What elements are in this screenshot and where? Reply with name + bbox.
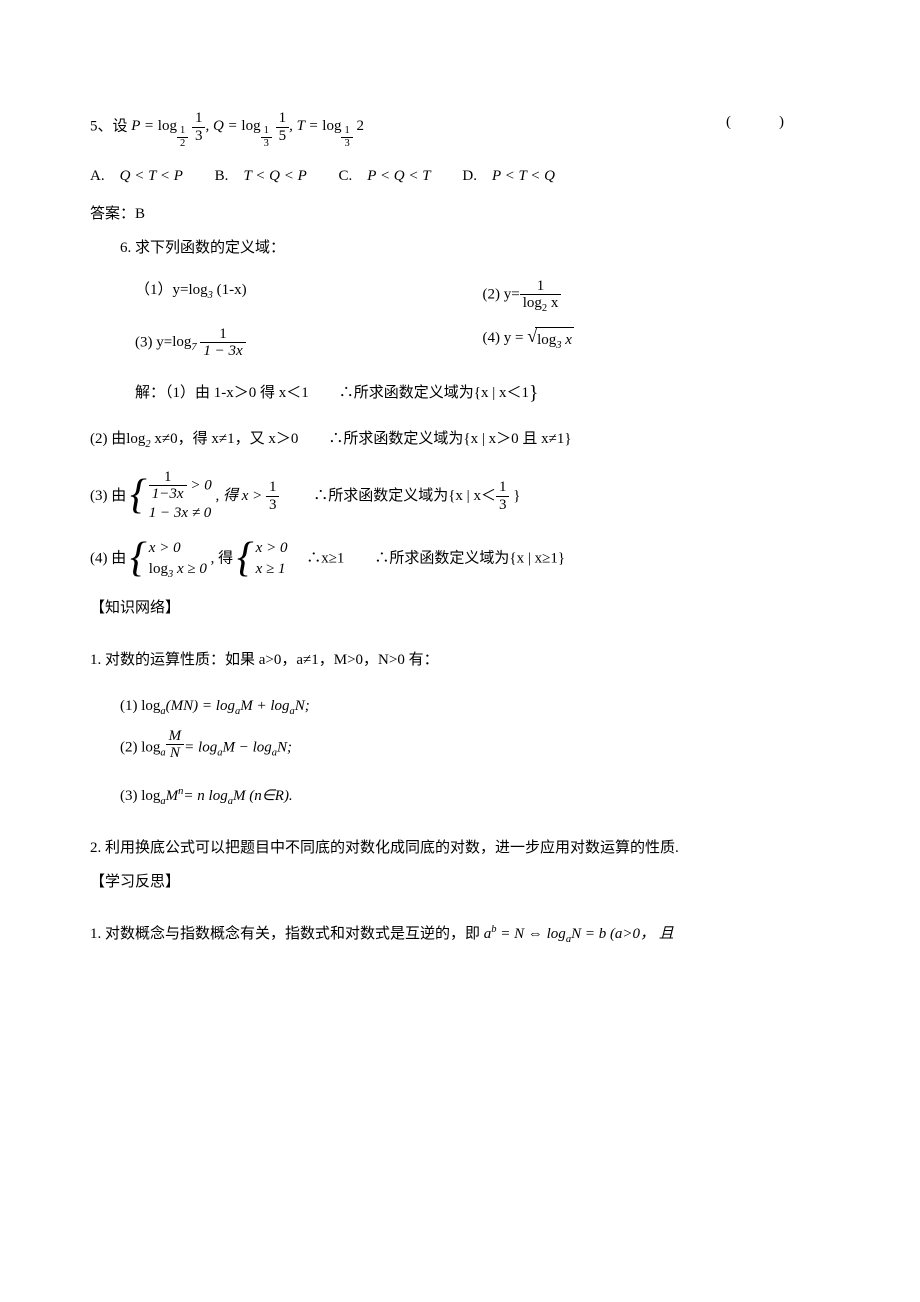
knowledge-head: 【知识网络】 [90,596,830,620]
net-rule2: (2) logaMN= logaM − logaN; [90,728,830,762]
q5-label: 5、设 [90,118,128,134]
q5-answer: 答案：B [90,202,830,226]
q5-stem: 5、设 P = log12 13, Q = log13 15, T = log1… [90,110,830,150]
net-p1: 1. 对数的运算性质：如果 a>0，a≠1，M>0，N>0 有： [90,648,830,672]
q6-row1: （1）y=log3 (1-x) (2) y=1log2 x [90,278,830,312]
q6-row2: (3) y=log7 11 − 3x (4) y = √log3 x [90,326,830,360]
q6-sol3: (3) 由 { 11−3x > 0 1 − 3x ≠ 0 , 得 x > 13 … [90,469,830,524]
net-p2: 2. 利用换底公式可以把题目中不同底的对数化成同底的对数，进一步应用对数运算的性… [90,836,830,860]
q6-part4: (4) y = √log3 x [483,326,831,360]
q6-sol2: (2) 由log2 x≠0，得 x≠1，又 x＞0 ∴所求函数定义域为{x | … [90,427,830,451]
q6-head: 6. 求下列函数的定义域： [90,236,830,260]
reflect-p1: 1. 对数概念与指数概念有关，指数式和对数式是互逆的，即 ab = N ⇔ lo… [90,922,830,946]
q5-expr: P = log12 13, Q = log13 15, T = log13 2 [131,118,364,134]
q6-part1: （1）y=log3 (1-x) [135,278,483,312]
net-rule3: (3) logaMn= n logaM (n∈R). [90,784,830,808]
q6-part2: (2) y=1log2 x [483,278,831,312]
net-rule1: (1) loga(MN) = logaM + logaN; [90,694,830,718]
q6-part3: (3) y=log7 11 − 3x [135,326,483,360]
q5-blank: ( ) [726,110,790,134]
reflect-head: 【学习反思】 [90,870,830,894]
q6-sol4: (4) 由 { x > 0 log3 x ≥ 0 , 得 { x > 0 x ≥… [90,538,830,580]
q6-sol1: 解：（1）由 1-x＞0 得 x＜1 ∴所求函数定义域为{x | x＜1} [90,378,830,409]
q5-options: A. Q < T < P B. T < Q < P C. P < Q < T D… [90,164,830,188]
